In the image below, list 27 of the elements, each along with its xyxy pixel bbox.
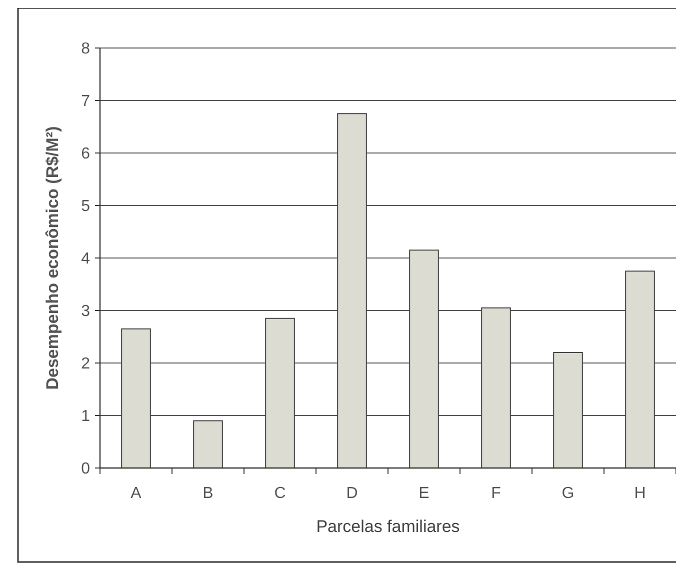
x-tick-label: F [491,485,502,502]
y-tick-label: 2 [81,356,90,373]
bar [625,270,655,468]
y-axis-title: Desempenho econômico (R$/M²) [43,126,62,390]
x-tick-label: D [346,485,358,502]
bar [337,113,367,468]
bar [121,328,151,468]
x-tick-label: G [562,485,574,502]
y-tick-label: 1 [81,408,90,426]
bar [553,352,583,468]
x-tick-label: E [418,485,430,502]
x-tick-label: C [274,485,286,502]
bar [193,420,223,468]
y-tick-label: 7 [81,93,90,110]
y-tick-label: 0 [81,460,90,478]
bar [265,318,295,468]
bar [481,307,511,468]
bar [409,250,439,468]
x-tick-label: A [130,485,142,502]
x-axis-title: Parcelas familiares [316,517,460,536]
y-tick-label: 4 [81,250,90,268]
x-tick-label: B [202,485,214,502]
y-tick-label: 8 [81,40,90,58]
x-tick-label: H [634,485,646,502]
y-tick-label: 5 [81,198,90,216]
y-tick-label: 3 [81,303,90,320]
y-tick-label: 6 [81,146,90,163]
